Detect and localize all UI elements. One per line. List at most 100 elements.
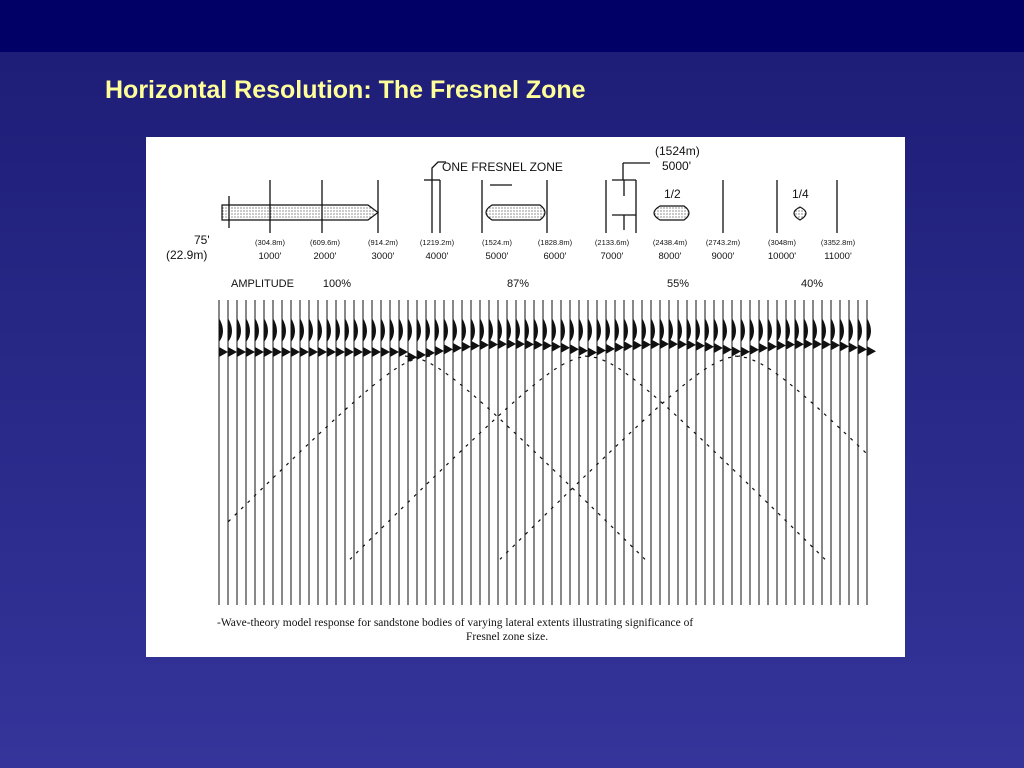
trace-wiggle (255, 318, 259, 342)
diffraction (734, 355, 868, 455)
trace-wiggle (498, 318, 502, 342)
reflector-wiggle (615, 342, 624, 353)
caption-line: -Wave-theory model response for sandston… (217, 617, 693, 629)
trace-wiggle (696, 318, 700, 342)
reflector-wiggle (318, 347, 327, 357)
reflector-wiggle (831, 340, 840, 351)
trace-wiggle (408, 318, 412, 342)
trace-wiggle (237, 318, 241, 342)
distance-ft: 10000' (768, 251, 796, 262)
trace-wiggle (318, 318, 322, 342)
reflector-wiggle (642, 339, 651, 350)
trace-wiggle (867, 318, 871, 342)
thickness-m: (22.9m) (166, 248, 207, 262)
trace-wiggle (363, 318, 367, 342)
reflector-wiggle (660, 339, 669, 350)
trace-wiggle (624, 318, 628, 342)
amplitude-value: 55% (667, 278, 689, 290)
zone-label: ONE FRESNEL ZONE (442, 160, 563, 174)
reflector-wiggle (435, 346, 444, 357)
distance-ft: 3000' (372, 251, 395, 262)
reflector-wiggle (858, 344, 867, 355)
reflector-wiggle (534, 339, 543, 350)
reflector-wiggle (489, 339, 498, 350)
reflector-wiggle (480, 340, 489, 351)
reflector-wiggle (363, 347, 372, 357)
trace-wiggle (552, 318, 556, 342)
reflector-wiggle (219, 347, 228, 357)
trace-wiggle (417, 318, 421, 342)
reflector-wiggle (354, 347, 363, 357)
reflector-wiggle (228, 347, 237, 357)
trace-wiggle (579, 318, 583, 342)
reflector-wiggle (696, 340, 705, 351)
trace-wiggle (597, 318, 601, 342)
distance-m: (3352.8m) (821, 238, 856, 247)
reflector-wiggle (867, 346, 876, 357)
reflector-wiggle (453, 342, 462, 353)
reflector-wiggle (543, 340, 552, 351)
trace-wiggle (768, 318, 772, 342)
reflector-wiggle (606, 343, 615, 354)
reflector-wiggle (552, 341, 561, 352)
reflector-wiggle (705, 341, 714, 352)
trace-wiggle (606, 318, 610, 342)
trace-wiggle (849, 318, 853, 342)
zone-width-ft: 5000' (662, 159, 691, 173)
reflector-wiggle (309, 347, 318, 357)
reflector-wiggle (561, 342, 570, 353)
reflector-wiggle (687, 339, 696, 350)
reflector-wiggle (507, 339, 516, 350)
quarter-label: 1/4 (792, 187, 809, 201)
trace-wiggle (570, 318, 574, 342)
reflector-wiggle (255, 347, 264, 357)
reflector-wiggle (678, 339, 687, 350)
distance-ft: 6000' (544, 251, 567, 262)
reflector-wiggle (669, 339, 678, 350)
trace-wiggle (372, 318, 376, 342)
annotation-lines (228, 161, 838, 233)
trace-wiggle (462, 318, 466, 342)
amplitude-value: 100% (323, 278, 351, 290)
trace-wiggle (390, 318, 394, 342)
trace-wiggle (291, 318, 295, 342)
trace-wiggle (480, 318, 484, 342)
trace-wiggle (588, 318, 592, 342)
reflector-wiggle (327, 347, 336, 357)
amplitude-value: 87% (507, 278, 529, 290)
seismic-traces (218, 300, 876, 605)
reflector-wiggle (597, 345, 606, 356)
distance-ft: 11000' (824, 251, 852, 262)
trace-wiggle (336, 318, 340, 342)
trace-wiggle (219, 318, 223, 342)
trace-wiggle (489, 318, 493, 342)
trace-wiggle (426, 318, 430, 342)
distance-m: (1828.8m) (538, 238, 573, 247)
trace-wiggle (777, 318, 781, 342)
reflector-wiggle (381, 347, 390, 357)
trace-wiggle (300, 318, 304, 342)
reflector-wiggle (732, 346, 741, 357)
distance-ft: 4000' (426, 251, 449, 262)
trace-wiggle (822, 318, 826, 342)
distance-m: (2133.6m) (595, 238, 630, 247)
trace-wiggle (795, 318, 799, 342)
trace-wiggle (273, 318, 277, 342)
reflector-wiggle (795, 339, 804, 350)
trace-wiggle (651, 318, 655, 342)
amplitude-value: 40% (801, 278, 823, 290)
trace-wiggle (840, 318, 844, 342)
distance-m: (914.2m) (368, 238, 399, 247)
reflector-wiggle (498, 339, 507, 350)
reflector-wiggle (399, 347, 408, 357)
reflector-wiggle (390, 347, 399, 357)
trace-wiggle (705, 318, 709, 342)
reflector-wiggle (516, 339, 525, 350)
reflector-wiggle (624, 341, 633, 352)
trace-wiggle (327, 318, 331, 342)
reflector-wiggle (822, 339, 831, 350)
reflector-wiggle (525, 339, 534, 350)
slide-title: Horizontal Resolution: The Fresnel Zone (105, 76, 586, 104)
reflector-wiggle (282, 347, 291, 357)
distance-m: (1524.m) (482, 238, 513, 247)
